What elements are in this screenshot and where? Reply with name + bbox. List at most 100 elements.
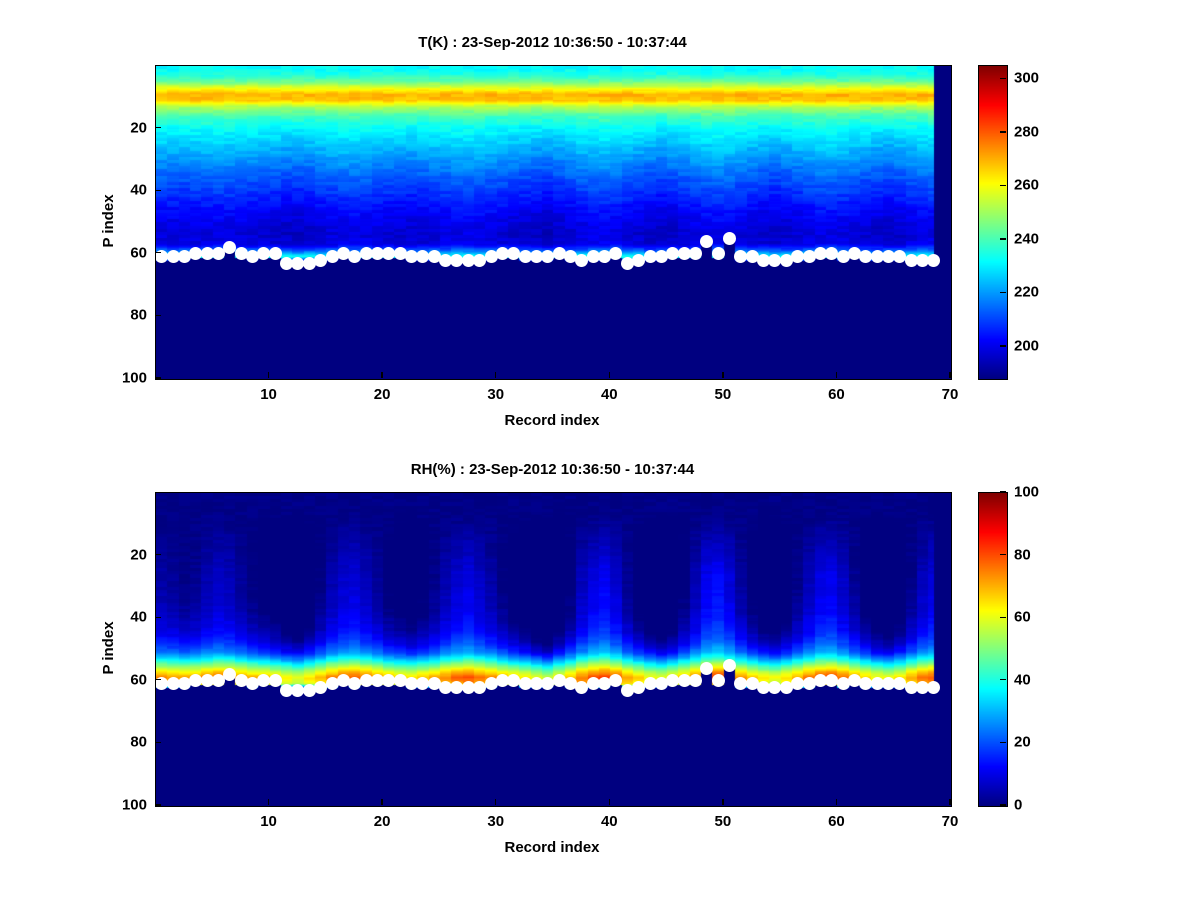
y-tick-mark (155, 126, 161, 129)
colorbar-tick-mark (1000, 553, 1006, 556)
surface-marker (632, 253, 646, 267)
surface-marker (427, 677, 441, 691)
surface-marker-layer-relative-humidity (156, 493, 951, 806)
heatmap-image-temperature (156, 66, 951, 379)
colorbar-tick-mark (1000, 131, 1006, 133)
surface-marker (302, 256, 316, 270)
surface-marker (223, 241, 237, 255)
surface-marker (620, 256, 634, 270)
surface-marker (200, 247, 214, 261)
surface-marker (257, 674, 271, 688)
x-tick-label: 60 (828, 813, 845, 830)
surface-marker (620, 683, 634, 697)
surface-marker (768, 253, 782, 267)
y-tick-label: 60 (130, 671, 147, 689)
colorbar-tick-mark (1000, 238, 1006, 240)
surface-marker-layer-temperature (156, 66, 951, 379)
colorbar-tick-label: 260 (1014, 176, 1040, 194)
surface-marker (291, 256, 305, 270)
surface-marker (757, 680, 771, 694)
x-tick-label: 60 (828, 386, 845, 403)
colorbar-tick-mark (1000, 616, 1006, 618)
surface-marker (643, 677, 657, 691)
x-tick-mark (722, 372, 724, 378)
surface-marker (711, 247, 725, 261)
surface-marker (314, 680, 328, 694)
surface-marker (495, 674, 509, 688)
x-axis-label-temperature: Record index (504, 412, 600, 429)
surface-marker (586, 677, 600, 691)
colorbar-tick-label: 200 (1014, 337, 1040, 355)
surface-marker (847, 247, 861, 261)
surface-marker (234, 674, 248, 688)
surface-marker (359, 247, 373, 261)
surface-marker (484, 677, 498, 691)
x-tick-mark (495, 799, 497, 805)
x-tick-mark (949, 799, 951, 805)
colorbar-tick-label: 300 (1014, 69, 1040, 87)
surface-marker (870, 677, 884, 691)
surface-marker (541, 250, 555, 264)
heatmap-axes-relative-humidity (155, 492, 952, 807)
surface-marker (677, 674, 691, 688)
surface-marker (336, 674, 350, 688)
surface-marker (439, 680, 453, 694)
surface-marker (552, 674, 566, 688)
surface-marker (609, 674, 623, 688)
surface-marker (813, 674, 827, 688)
surface-marker (211, 674, 225, 688)
surface-marker (859, 677, 873, 691)
surface-marker (246, 250, 260, 264)
surface-marker (280, 683, 294, 697)
surface-marker (405, 677, 419, 691)
surface-marker (575, 253, 589, 267)
surface-marker (370, 247, 384, 261)
surface-marker (211, 247, 225, 261)
surface-marker (382, 247, 396, 261)
x-tick-mark (267, 799, 270, 805)
surface-marker (461, 253, 475, 267)
surface-marker (529, 677, 543, 691)
colorbar-tick-label: 0 (1014, 796, 1023, 814)
colorbar-relative-humidity (978, 492, 1008, 807)
colorbar-tick-mark (1000, 184, 1006, 187)
surface-marker (177, 677, 191, 691)
surface-marker (268, 674, 282, 688)
surface-marker (893, 250, 907, 264)
surface-marker (666, 247, 680, 261)
surface-marker (711, 674, 725, 688)
y-tick-label: 100 (121, 369, 147, 387)
surface-marker (393, 674, 407, 688)
x-tick-label: 30 (487, 813, 505, 830)
colorbar-tick-label: 60 (1014, 608, 1031, 626)
surface-marker (723, 658, 737, 672)
surface-marker (927, 680, 941, 694)
surface-marker (916, 253, 930, 267)
colorbar-tick-label: 20 (1014, 733, 1031, 751)
x-tick-label: 70 (941, 813, 959, 830)
surface-marker (393, 247, 407, 261)
plot-title-relative-humidity: RH(%) : 23-Sep-2012 10:36:50 - 10:37:44 (410, 461, 695, 478)
surface-marker (370, 674, 384, 688)
surface-marker (825, 674, 839, 688)
surface-marker (632, 680, 646, 694)
surface-marker (870, 250, 884, 264)
x-tick-mark (835, 799, 838, 805)
colorbar-tick-label: 280 (1014, 123, 1040, 141)
y-tick-mark (155, 252, 161, 254)
surface-marker (416, 250, 430, 264)
surface-marker (156, 677, 169, 691)
colorbar-tick-label: 220 (1014, 283, 1040, 301)
surface-marker (643, 250, 657, 264)
colorbar-tick-mark (1000, 345, 1006, 347)
surface-marker (688, 247, 702, 261)
y-tick-label: 80 (130, 733, 147, 751)
surface-marker (700, 234, 714, 248)
surface-marker (473, 253, 487, 267)
x-tick-label: 20 (373, 813, 391, 830)
surface-marker (439, 253, 453, 267)
surface-marker (461, 680, 475, 694)
x-tick-label: 30 (487, 386, 505, 403)
colorbar-tick-mark (1000, 804, 1006, 806)
